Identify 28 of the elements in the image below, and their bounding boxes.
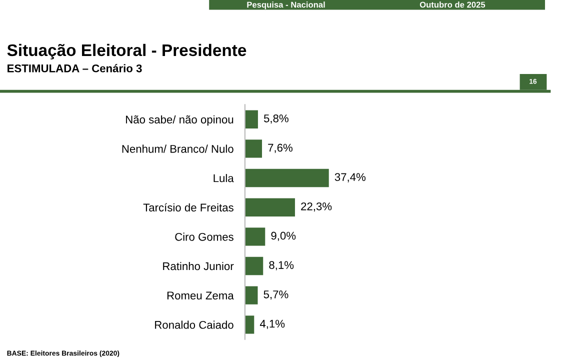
bar: [244, 168, 329, 188]
y-tick-label: Ronaldo Caiado: [155, 320, 234, 329]
bar: [244, 316, 254, 334]
data-label: 5,8%: [264, 114, 288, 124]
bar: [244, 140, 262, 158]
bar: [244, 256, 264, 276]
y-tick-label: Nenhum/ Branco/ Nulo: [122, 144, 234, 153]
chart-title: Situação Eleitoral - Presidente: [7, 44, 246, 60]
bar: [244, 110, 258, 128]
y-tick-label: Lula: [214, 174, 234, 182]
text: Pesquisa - Nacional: [247, 2, 325, 10]
bar: [244, 228, 266, 246]
data-label: 4,1%: [260, 320, 285, 329]
data-label: 7,6%: [268, 144, 292, 153]
text: Outubro de 2025: [420, 2, 486, 8]
y-tick-label: Não sabe/ não opinou: [126, 115, 234, 126]
bar: [244, 198, 295, 216]
data-label: 5,7%: [264, 290, 288, 300]
data-label: 8,1%: [269, 261, 294, 270]
y-tick-label: Ciro Gomes: [175, 232, 234, 241]
y-tick-label: Romeu Zema: [167, 292, 234, 300]
y-tick-label: Ratinho Junior: [163, 262, 234, 270]
data-label: 37,4%: [334, 173, 366, 182]
data-label: 9,0%: [271, 232, 296, 241]
data-label: 22,3%: [301, 202, 332, 212]
y-tick-label: Tarcísio de Freitas: [143, 203, 234, 212]
bar: [244, 286, 258, 304]
text: ESTIMULADA – Cenário 3: [8, 64, 142, 72]
